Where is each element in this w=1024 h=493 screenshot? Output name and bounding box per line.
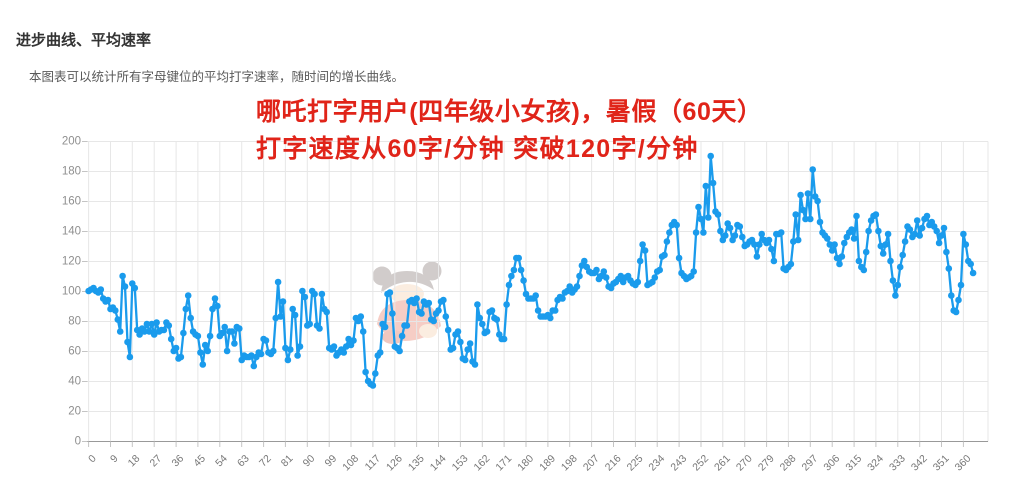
svg-text:45: 45 [191, 453, 208, 470]
svg-text:180: 180 [515, 453, 536, 474]
svg-text:120: 120 [62, 256, 81, 268]
svg-text:72: 72 [257, 453, 274, 470]
svg-text:0: 0 [75, 436, 81, 448]
svg-text:351: 351 [931, 453, 952, 474]
svg-text:126: 126 [384, 453, 405, 474]
svg-text:117: 117 [363, 453, 383, 473]
svg-text:216: 216 [603, 453, 624, 474]
svg-text:81: 81 [279, 453, 296, 470]
svg-text:189: 189 [537, 453, 558, 474]
svg-text:160: 160 [62, 196, 81, 208]
svg-text:80: 80 [68, 316, 81, 328]
svg-text:144: 144 [428, 453, 449, 474]
svg-text:252: 252 [690, 453, 711, 474]
svg-text:279: 279 [756, 453, 777, 474]
svg-text:54: 54 [213, 453, 230, 470]
svg-text:20: 20 [68, 406, 81, 418]
svg-text:135: 135 [406, 453, 427, 474]
svg-text:306: 306 [821, 453, 842, 474]
svg-text:270: 270 [734, 453, 755, 474]
svg-text:315: 315 [843, 453, 864, 474]
svg-text:171: 171 [493, 453, 514, 474]
svg-text:99: 99 [323, 453, 340, 470]
svg-text:108: 108 [340, 453, 361, 474]
svg-text:360: 360 [953, 453, 974, 474]
svg-text:243: 243 [668, 453, 689, 474]
svg-text:60: 60 [68, 346, 81, 358]
svg-text:200: 200 [62, 136, 81, 148]
svg-text:153: 153 [450, 453, 471, 474]
svg-text:324: 324 [865, 453, 886, 474]
svg-text:207: 207 [581, 453, 602, 474]
svg-text:225: 225 [625, 453, 646, 474]
svg-text:90: 90 [301, 453, 318, 470]
svg-text:261: 261 [712, 453, 733, 474]
svg-text:180: 180 [62, 166, 81, 178]
svg-text:288: 288 [778, 453, 799, 474]
svg-text:100: 100 [62, 286, 81, 298]
svg-text:63: 63 [235, 453, 252, 470]
svg-text:297: 297 [800, 453, 821, 474]
svg-text:9: 9 [108, 453, 121, 466]
svg-text:0: 0 [86, 453, 99, 466]
svg-text:198: 198 [559, 453, 580, 474]
svg-text:140: 140 [62, 226, 81, 238]
svg-text:234: 234 [646, 453, 667, 474]
svg-text:342: 342 [909, 453, 930, 474]
svg-text:36: 36 [169, 453, 186, 470]
svg-text:40: 40 [68, 376, 81, 388]
svg-text:333: 333 [887, 453, 908, 474]
svg-text:18: 18 [126, 453, 143, 470]
svg-text:162: 162 [472, 453, 493, 474]
svg-text:27: 27 [148, 453, 165, 470]
